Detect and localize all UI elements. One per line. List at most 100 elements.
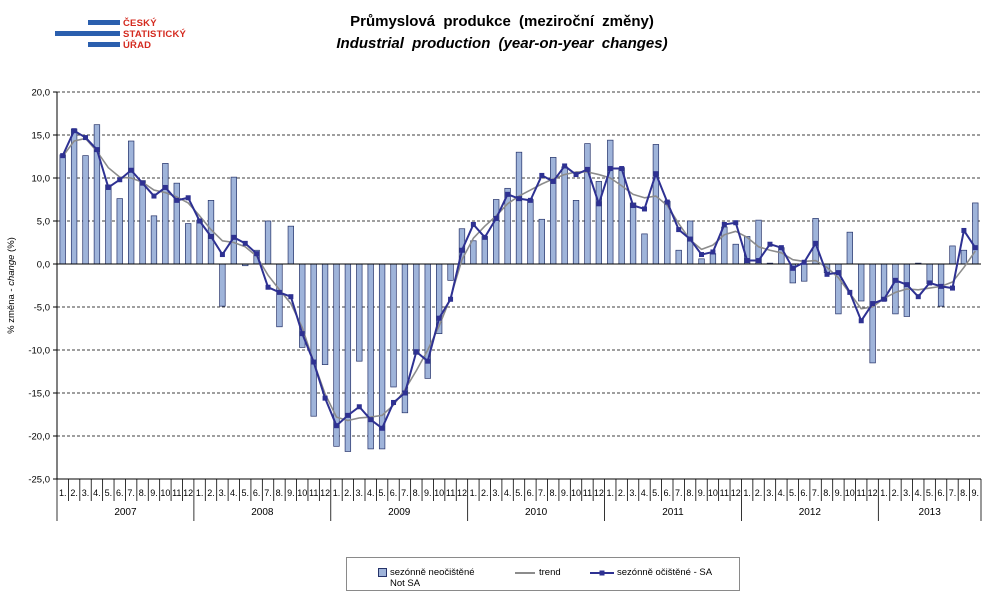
x-month-label: 12 [594,488,604,498]
sa-marker [961,227,967,233]
y-axis: 20,0 15,0 10,0 5,0 0,0 -5,0 -10,0 -15,0 -20,0 -25… [28,88,57,486]
bar-nsa [470,240,477,265]
y-tick-label: 20,0 [32,88,51,99]
bar-nsa [264,220,272,265]
sa-marker [710,249,716,255]
y-axis-label-unit: (%) [6,237,17,252]
bar-nsa [858,263,865,302]
x-month-label: 11 [172,488,181,498]
chart-title: Průmyslová produkce (meziroční změny) [350,13,654,30]
bar-nsa [515,151,523,265]
sa-marker [436,315,442,321]
sa-series [60,128,978,431]
bar-nsa [629,202,637,265]
sa-marker [881,296,887,302]
sa-marker [448,296,454,302]
sa-marker [733,220,739,226]
logo-stripe [88,42,120,47]
y-tick-label: -5,0 [34,303,50,314]
x-month-label: 7. [538,488,546,498]
x-month-label: 10 [297,488,307,498]
sa-marker [402,390,408,396]
x-month-label: 7. [812,488,820,498]
y-tick-label: 15,0 [32,131,51,142]
sa-marker [744,258,750,264]
x-month-label: 6. [116,488,124,498]
sa-marker [162,184,168,190]
x-month-label: 5. [378,488,386,498]
sa-marker [94,147,100,153]
sa-marker [676,227,682,233]
x-month-label: 7. [949,488,957,498]
x-month-label: 3. [82,488,90,498]
sa-marker [858,318,864,324]
x-month-label: 8. [549,488,557,498]
sa-marker [756,258,762,264]
sa-marker [117,177,123,183]
sa-marker [653,171,659,177]
bar-nsa [949,245,956,265]
sa-marker [60,153,66,159]
x-month-label: 12 [183,488,193,498]
sa-marker [459,247,465,253]
x-month-label: 11 [309,488,318,498]
sa-marker [151,193,157,199]
x-month-label: 7. [401,488,409,498]
sa-marker [972,245,978,251]
x-month-label: 2. [618,488,626,498]
sa-marker [539,172,545,178]
x-month-label: 7. [675,488,683,498]
sa-marker [425,358,431,364]
sa-marker [311,359,317,365]
bar-nsa [561,166,568,265]
x-year-label: 2013 [919,507,942,518]
x-month-label: 10 [160,488,170,498]
x-month-label: 1. [880,488,888,498]
bar-nsa [846,231,853,265]
x-month-label: 8. [139,488,147,498]
bar-nsa [162,163,169,265]
legend-swatch-trend [515,572,535,574]
x-month-label: 2. [70,488,78,498]
sa-marker [482,234,488,240]
x-month-label: 4. [915,488,923,498]
csu-logo: ČESKÝ STATISTICKÝ ÚŘAD [55,17,195,53]
sa-marker [630,203,636,209]
x-month-label: 9. [561,488,569,498]
bar-nsa [538,218,545,265]
x-month-label: 2. [344,488,352,498]
x-year-label: 2009 [388,507,411,518]
legend-label-trend: trend [539,567,561,578]
sa-marker [927,280,933,286]
sa-marker [790,265,796,271]
sa-marker [778,245,784,251]
x-month-label: 3. [492,488,500,498]
bar-nsa [698,258,705,265]
bar-nsa [105,184,112,265]
sa-marker [368,417,374,423]
bar-nsa [584,143,591,265]
bar-nsa [675,249,682,265]
x-month-label: 11 [446,488,455,498]
sa-marker [71,128,77,134]
y-tick-label: 5,0 [37,217,50,228]
sa-marker [915,294,921,300]
x-month-label: 2. [207,488,215,498]
x-month-label: 8. [686,488,694,498]
sa-marker [128,167,134,173]
x-month-label: 5. [789,488,797,498]
x-month-label: 1. [59,488,67,498]
legend-sa-marker [599,570,605,576]
sa-marker [573,172,579,178]
logo-stripe [88,20,120,25]
bar-nsa [732,243,739,265]
sa-marker [208,233,214,239]
sa-marker [904,282,910,288]
bar-nsa [595,181,603,265]
bar-nsa [641,233,648,265]
y-tick-label: -10,0 [28,346,50,357]
y-axis-label: % změna - change (%) [6,237,17,334]
bar-nsa [127,140,135,265]
y-tick-label: -25,0 [28,475,50,486]
